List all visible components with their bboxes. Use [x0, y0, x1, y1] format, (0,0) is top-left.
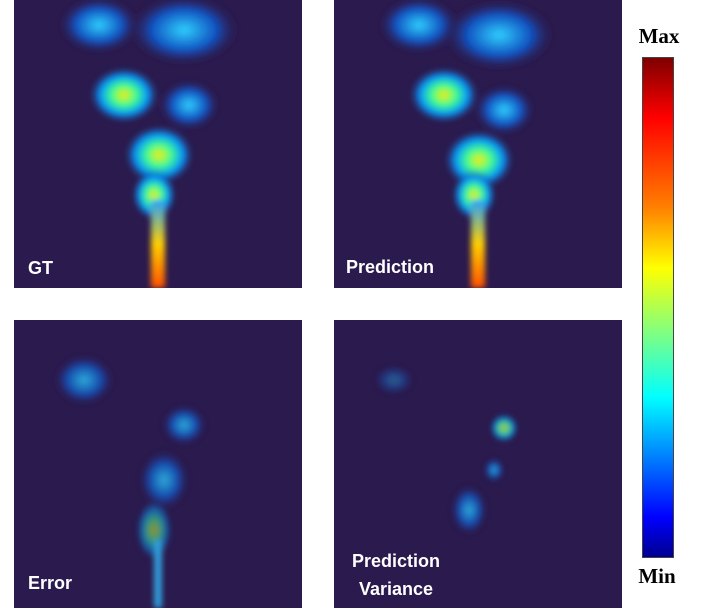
error-panel: Error [14, 320, 302, 608]
plume-image [379, 0, 554, 288]
colorbar-min: Min [638, 564, 676, 588]
panel-label: Prediction Variance [351, 551, 440, 599]
colorbar [642, 57, 674, 558]
error-image [54, 355, 206, 608]
colorbar-max: Max [638, 24, 680, 48]
gt-panel: GT [14, 0, 302, 288]
panel-label: Prediction [346, 257, 435, 277]
prediction-panel: Prediction [334, 0, 622, 288]
panel-label: Error [28, 573, 73, 593]
panel-label: GT [28, 258, 53, 278]
variance-image [374, 365, 518, 535]
variance-panel: Prediction Variance [334, 320, 622, 608]
plume-image [59, 0, 239, 288]
